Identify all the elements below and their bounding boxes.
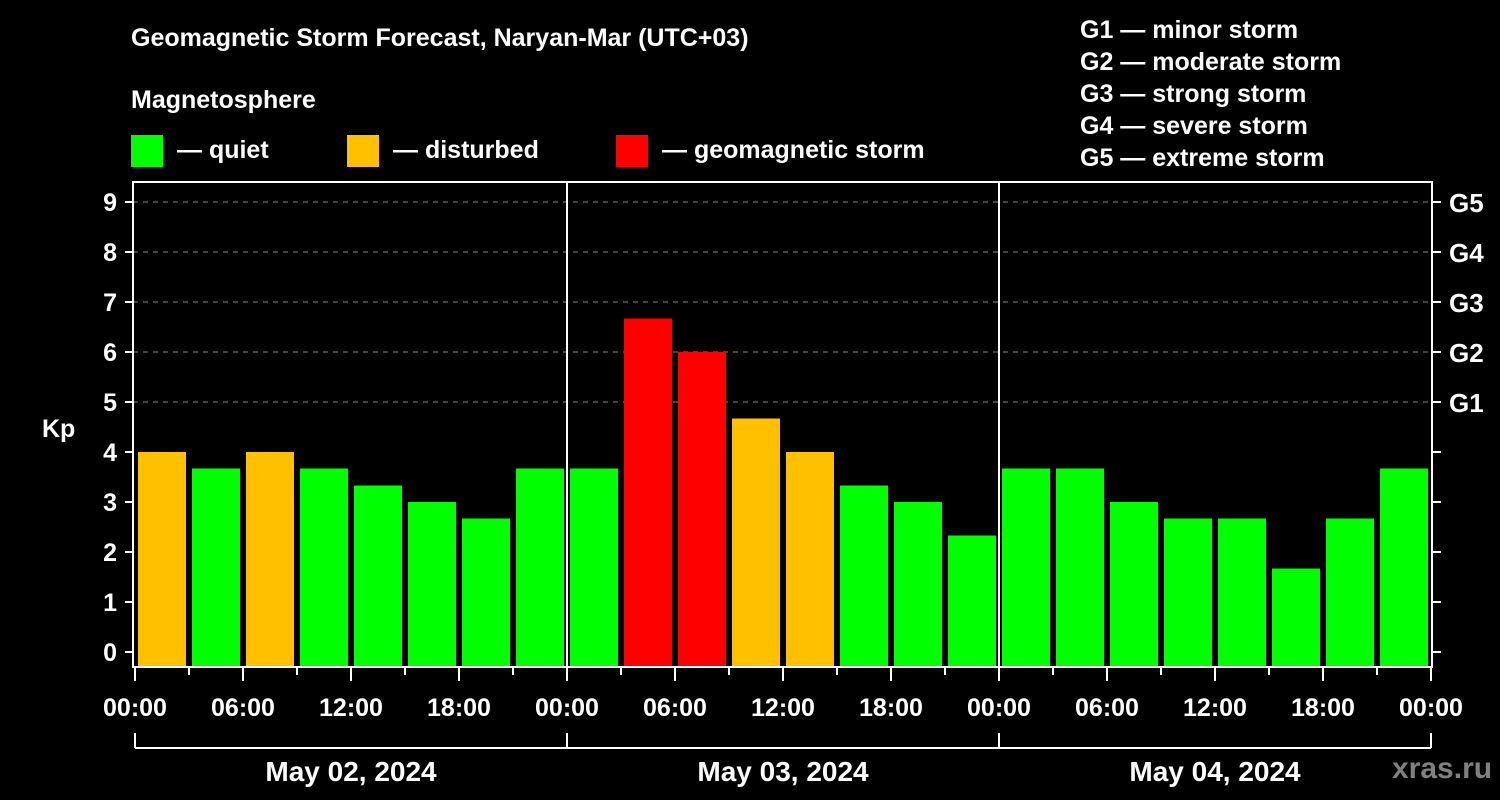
legend-storm: — geomagnetic storm [616, 134, 925, 167]
g-level-label: G4 [1449, 238, 1484, 268]
x-tick-label: 06:00 [1075, 694, 1139, 722]
g-scale-item: G4 — severe storm [1080, 112, 1308, 140]
kp-bar [138, 452, 186, 667]
g-scale-item: G3 — strong storm [1080, 80, 1307, 108]
y-tick-label: 5 [103, 389, 117, 417]
y-tick-label: 7 [103, 289, 117, 317]
legend-heading: Magnetosphere [131, 86, 316, 114]
legend-quiet: — quiet [131, 134, 269, 167]
x-tick-label: 00:00 [1399, 694, 1463, 722]
legend-swatch-disturbed [347, 134, 379, 167]
kp-bar [624, 318, 672, 667]
kp-bar [516, 468, 564, 667]
day-label: May 02, 2024 [265, 756, 437, 787]
kp-bar [678, 352, 726, 667]
day-label: May 03, 2024 [697, 756, 869, 787]
g-level-label: G3 [1449, 288, 1484, 318]
watermark: xras.ru [1392, 752, 1493, 785]
kp-bar [570, 468, 618, 667]
kp-bar [840, 485, 888, 667]
legend-swatch-quiet [131, 134, 163, 167]
g-scale-item: G2 — moderate storm [1080, 48, 1342, 76]
x-tick-label: 06:00 [643, 694, 707, 722]
y-tick-label: 8 [103, 239, 117, 267]
x-tick-label: 18:00 [1291, 694, 1355, 722]
kp-bar [1326, 518, 1374, 667]
y-axis-label: Kp [42, 415, 75, 443]
kp-bar [192, 468, 240, 667]
kp-bar [786, 452, 834, 667]
kp-bar [1164, 518, 1212, 667]
kp-bar [1380, 468, 1428, 667]
y-tick-label: 0 [103, 639, 117, 667]
g-level-label: G5 [1449, 188, 1484, 218]
kp-bar [1056, 468, 1104, 667]
legend-label-storm: — geomagnetic storm [662, 136, 925, 164]
kp-bar [732, 418, 780, 667]
y-tick-label: 1 [103, 589, 117, 617]
legend-swatch-storm [616, 134, 648, 167]
g-level-label: G1 [1449, 388, 1484, 418]
legend-disturbed: — disturbed [347, 134, 539, 167]
kp-bar [1218, 518, 1266, 667]
y-tick-label: 9 [103, 189, 117, 217]
kp-bar [1002, 468, 1050, 667]
kp-bar [408, 502, 456, 667]
x-tick-label: 18:00 [859, 694, 923, 722]
chart-title: Geomagnetic Storm Forecast, Naryan-Mar (… [131, 24, 749, 52]
kp-bar [948, 535, 996, 667]
kp-bar [246, 452, 294, 667]
x-tick-label: 00:00 [103, 694, 167, 722]
g-scale-legend: G1 — minor storm G2 — moderate storm G3 … [1080, 14, 1341, 174]
y-tick-label: 4 [103, 439, 117, 467]
day-label: May 04, 2024 [1129, 756, 1301, 787]
x-tick-label: 06:00 [211, 694, 275, 722]
legend-label-disturbed: — disturbed [393, 136, 539, 164]
kp-bar [1272, 568, 1320, 667]
legend-label-quiet: — quiet [177, 136, 269, 164]
y-tick-label: 6 [103, 339, 117, 367]
kp-bar [300, 468, 348, 667]
y-tick-label: 2 [103, 539, 117, 567]
x-tick-label: 00:00 [967, 694, 1031, 722]
x-tick-label: 12:00 [751, 694, 815, 722]
kp-bar [894, 502, 942, 667]
x-tick-label: 12:00 [319, 694, 383, 722]
y-tick-label: 3 [103, 489, 117, 517]
x-tick-label: 18:00 [427, 694, 491, 722]
g-level-label: G2 [1449, 338, 1484, 368]
kp-bar [354, 485, 402, 667]
x-tick-label: 12:00 [1183, 694, 1247, 722]
kp-bar [462, 518, 510, 667]
g-scale-item: G1 — minor storm [1080, 16, 1299, 44]
x-tick-label: 00:00 [535, 694, 599, 722]
g-scale-item: G5 — extreme storm [1080, 144, 1325, 172]
kp-bar [1110, 502, 1158, 667]
